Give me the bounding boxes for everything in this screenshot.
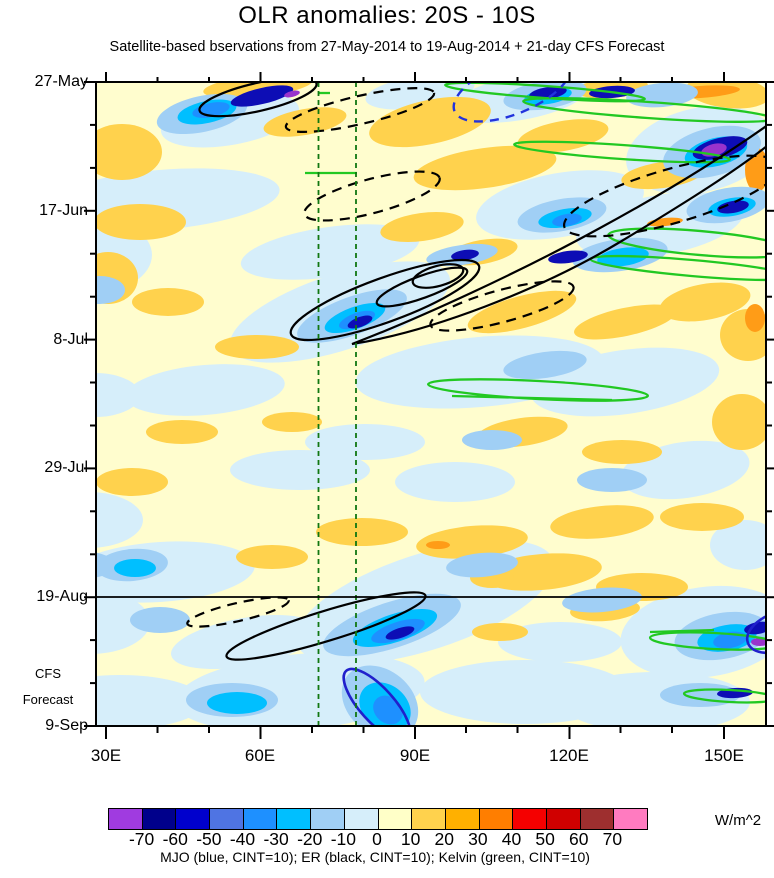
colorbar-segment [479, 809, 514, 829]
colorbar-tick-label: 60 [569, 829, 589, 849]
chart-subtitle: Satellite-based bservations from 27-May-… [109, 39, 665, 55]
mjo-contours [342, 82, 766, 726]
colorbar-tick-label: -40 [229, 829, 256, 849]
colorbar-tick-label: 10 [400, 829, 421, 849]
colorbar-segment [614, 809, 647, 829]
colorbar-segment [176, 809, 211, 829]
colorbar [108, 808, 648, 830]
yaxis-label-29jul: 29-Jul [44, 459, 88, 476]
colorbar-tick-label: -60 [162, 829, 188, 849]
colorbar-tick-label: -30 [263, 829, 289, 849]
yaxis-label-9sep: 9-Sep [45, 717, 88, 734]
colorbar-tick-label: 40 [501, 829, 522, 849]
er-dashed-contours [186, 87, 766, 628]
xaxis-label-120e: 120E [549, 746, 589, 765]
colorbar-tick-label: 70 [602, 829, 623, 849]
colorbar-segment [378, 809, 413, 829]
xaxis-label-90e: 90E [399, 746, 431, 765]
plot-frame [95, 81, 767, 727]
colorbar-segment [412, 809, 446, 829]
chart-title: OLR anomalies: 20S - 10S [238, 2, 536, 29]
colorbar-tick-label: 0 [372, 829, 382, 849]
filled-contour-field [96, 82, 766, 726]
yaxis-label-19aug: 19-Aug [36, 588, 88, 605]
colorbar-tick-label: -10 [330, 829, 357, 849]
colorbar-tick-label: 50 [535, 829, 555, 849]
colorbar-segment [311, 809, 345, 829]
xaxis-label-150e: 150E [704, 746, 744, 765]
yaxis-label-8jul: 8-Jul [53, 331, 88, 348]
colorbar-tick-label: -70 [128, 829, 155, 849]
colorbar-tick-label: 30 [468, 829, 488, 849]
yaxis-label-17jun: 17-Jun [39, 202, 88, 219]
colorbar-segment [277, 809, 312, 829]
er-solid-contours [198, 82, 766, 661]
cfs-label-line1: CFS [35, 666, 61, 681]
colorbar-segment [243, 809, 278, 829]
colorbar-segment [580, 809, 615, 829]
colorbar-segment [210, 809, 244, 829]
colorbar-segment [445, 809, 480, 829]
cfs-label-line2: Forecast [22, 692, 74, 707]
legend-caption: MJO (blue, CINT=10); ER (black, CINT=10)… [160, 849, 590, 865]
colorbar-tick-label: -50 [196, 829, 222, 849]
yaxis-label-27may: 27-May [34, 73, 88, 90]
colorbar-segment [513, 809, 547, 829]
xaxis-label-60e: 60E [244, 746, 276, 765]
colorbar-units-label: W/m^2 [714, 812, 762, 829]
colorbar-segment [546, 809, 581, 829]
positive-anomaly-gold-fills [96, 82, 766, 641]
colorbar-segment [109, 809, 143, 829]
colorbar-tick-label: -20 [297, 829, 323, 849]
colorbar-tick-label: 20 [434, 829, 454, 849]
colorbar-segment [344, 809, 379, 829]
axis-ticks [84, 72, 774, 739]
colorbar-segment [142, 809, 177, 829]
xaxis-label-30e: 30E [90, 746, 122, 765]
